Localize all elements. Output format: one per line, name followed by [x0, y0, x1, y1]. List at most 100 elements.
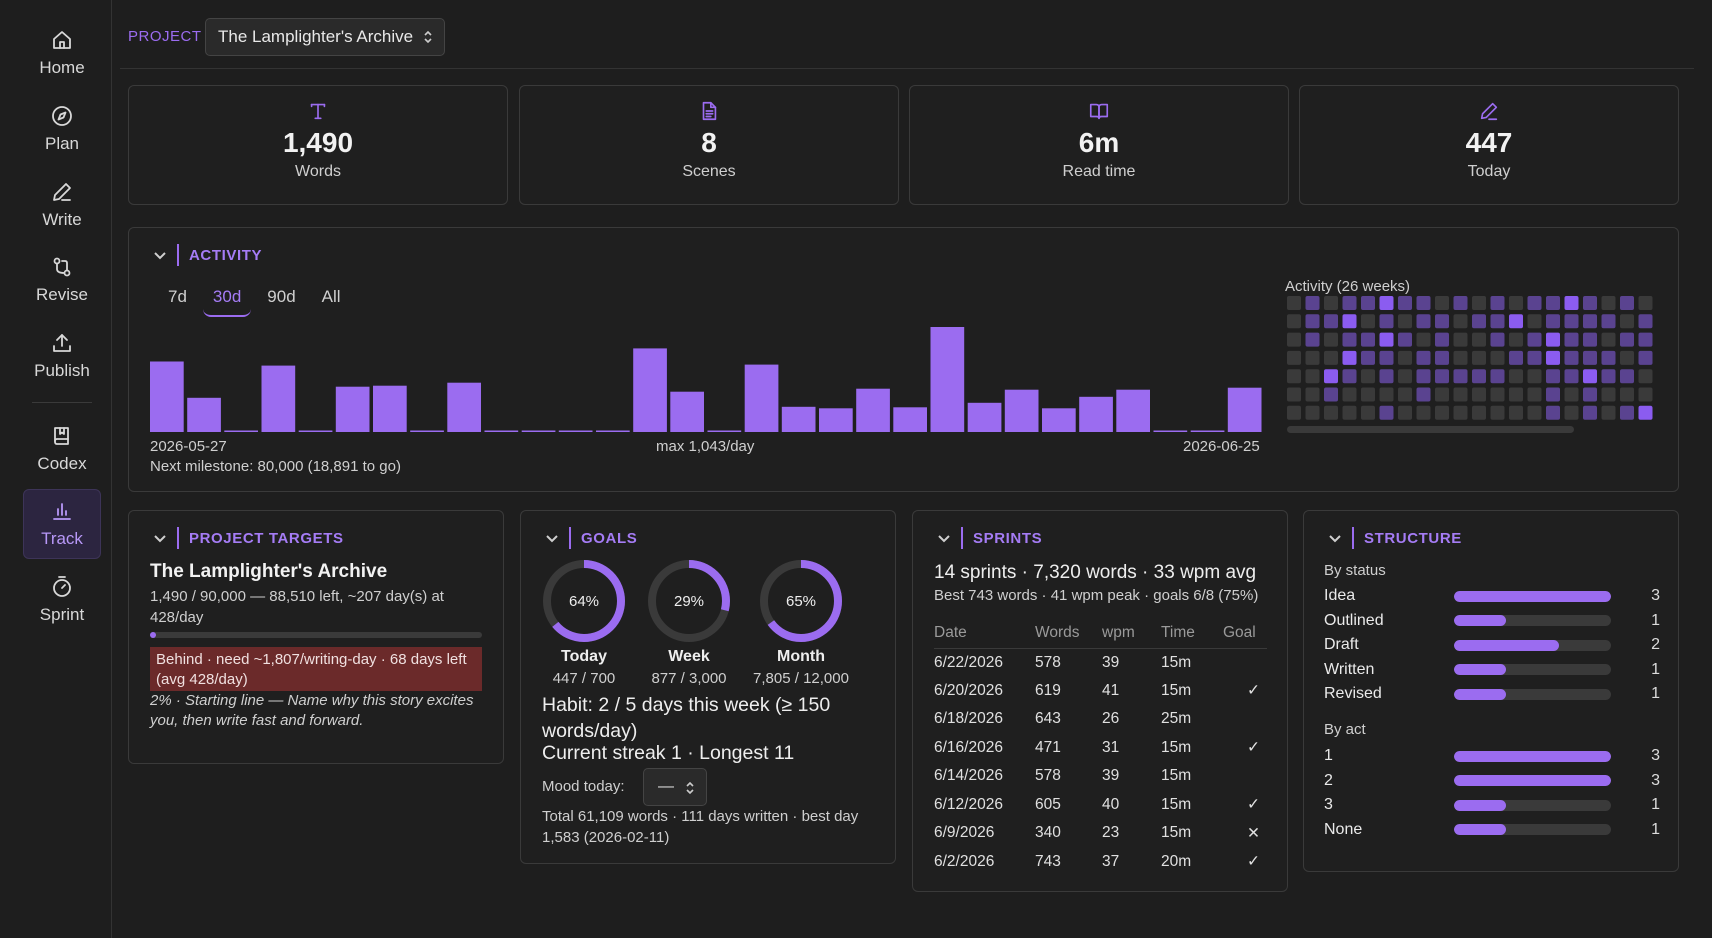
heatmap-cell — [1398, 369, 1412, 384]
col-wpm: wpm — [1102, 618, 1161, 649]
targets-header[interactable]: PROJECT TARGETS — [153, 527, 344, 549]
by-status-label: By status — [1324, 562, 1386, 579]
tab-7d[interactable]: 7d — [168, 287, 187, 306]
activity-bar — [558, 430, 593, 432]
heatmap-cell — [1546, 350, 1560, 365]
heatmap-cell — [1638, 314, 1653, 329]
accent-bar — [177, 244, 179, 266]
chart-max-label: max 1,043/day — [656, 438, 755, 455]
structure-row: Draft 2 — [1324, 633, 1660, 657]
structure-bar-fill — [1454, 824, 1507, 835]
targets-title: PROJECT TARGETS — [189, 529, 344, 547]
goal-name: Week — [668, 648, 710, 665]
structure-row-count: 2 — [1651, 636, 1660, 653]
stat-card-today: 447 Today — [1299, 85, 1679, 205]
table-cell: 743 — [1035, 852, 1061, 870]
table-cell: 39 — [1102, 767, 1120, 785]
activity-bar — [484, 430, 519, 432]
table-cell: 15m — [1161, 795, 1192, 813]
heatmap-cell — [1638, 332, 1653, 347]
stat-value: 1,490 — [282, 127, 354, 158]
goal-detail: 877 / 3,000 — [651, 670, 727, 687]
activity-bar — [298, 430, 333, 432]
sprints-header[interactable]: SPRINTS — [937, 527, 1042, 549]
nav-sprint[interactable]: Sprint — [23, 565, 101, 635]
heatmap-cell — [1546, 332, 1560, 347]
heatmap-cell — [1398, 296, 1412, 310]
ring-progress — [543, 560, 625, 642]
nav-publish[interactable]: Publish — [23, 321, 101, 391]
goals-header[interactable]: GOALS — [545, 527, 637, 549]
nav-label: Revise — [36, 285, 88, 304]
table-cell: 6/12/2026 — [934, 795, 1003, 813]
heatmap-cell — [1472, 314, 1486, 329]
table-cell — [1223, 705, 1267, 734]
heatmap-cell — [1379, 369, 1394, 384]
table-cell: 6/9/2026 — [934, 824, 995, 842]
ring-progress — [648, 560, 730, 642]
goal-month: Month 7,805 / 12,000 — [741, 648, 861, 687]
structure-row-count: 3 — [1651, 587, 1660, 604]
table-row: 6/12/2026 605 40 15m ✓ — [934, 791, 1267, 820]
structure-row-label: Draft — [1324, 636, 1359, 653]
nav-plan[interactable]: Plan — [23, 94, 101, 164]
activity-bar — [819, 408, 853, 432]
type-icon — [310, 103, 326, 120]
activity-bar — [373, 385, 407, 432]
structure-row-label: Revised — [1324, 685, 1382, 702]
table-cell: ✕ — [1247, 824, 1260, 842]
structure-header[interactable]: STRUCTURE — [1328, 527, 1462, 549]
heatmap-cell — [1453, 314, 1468, 329]
upload-icon — [53, 334, 71, 352]
project-select[interactable]: The Lamplighter's Archive — [205, 18, 445, 56]
nav-home[interactable]: Home — [23, 18, 101, 88]
heatmap-cell — [1416, 314, 1431, 329]
heatmap-cell — [1361, 296, 1375, 310]
nav-codex[interactable]: Codex — [23, 414, 101, 484]
heatmap-scrollbar[interactable] — [1287, 426, 1574, 433]
structure-row: Written 1 — [1324, 658, 1660, 682]
nav-revise[interactable]: Revise — [23, 245, 101, 315]
heatmap-cell — [1546, 369, 1560, 384]
activity-header[interactable]: ACTIVITY — [153, 244, 262, 266]
activity-bar — [1227, 387, 1262, 432]
table-cell: 31 — [1102, 738, 1120, 756]
heatmap-cell — [1509, 405, 1523, 420]
heatmap-cell — [1416, 369, 1431, 384]
git-branch-icon — [53, 257, 71, 277]
heatmap-cell — [1287, 296, 1301, 310]
accent-bar — [1352, 527, 1354, 549]
table-cell: ✓ — [1247, 853, 1260, 871]
nav-write[interactable]: Write — [23, 170, 101, 240]
heatmap-cell — [1546, 387, 1560, 402]
pen-icon — [53, 183, 71, 201]
chevron-down-icon — [154, 252, 166, 260]
stat-value: 447 — [1465, 127, 1513, 158]
structure-bar — [1454, 750, 1611, 762]
heatmap-cell — [1620, 369, 1634, 384]
table-cell: 6/20/2026 — [934, 681, 1003, 699]
structure-row: Revised 1 — [1324, 682, 1660, 706]
structure-row: Idea 3 — [1324, 584, 1660, 608]
stat-card-words: 1,490 Words — [128, 85, 508, 205]
heatmap-cell — [1472, 405, 1486, 420]
document-icon — [702, 101, 717, 121]
heatmap-cell — [1324, 369, 1338, 384]
structure-bar — [1454, 639, 1611, 651]
structure-row-label: 2 — [1324, 771, 1333, 789]
tab-all[interactable]: All — [321, 287, 341, 306]
heatmap-cell — [1601, 332, 1616, 347]
nav-track[interactable]: Track — [23, 489, 101, 559]
heatmap-title: Activity (26 weeks) — [1285, 278, 1411, 295]
mood-select[interactable]: — — [643, 768, 707, 806]
ring-percent: 29% — [674, 593, 704, 610]
structure-row-count: 1 — [1651, 611, 1660, 629]
goal-detail: 7,805 / 12,000 — [753, 670, 849, 687]
tab-90d[interactable]: 90d — [267, 287, 296, 306]
tab-30d[interactable]: 30d — [202, 287, 252, 317]
heatmap-cell — [1546, 314, 1560, 329]
heatmap-cell — [1453, 387, 1468, 402]
open-book-icon — [1089, 103, 1109, 120]
heatmap-cell — [1342, 405, 1357, 420]
table-cell: 25m — [1161, 710, 1192, 728]
